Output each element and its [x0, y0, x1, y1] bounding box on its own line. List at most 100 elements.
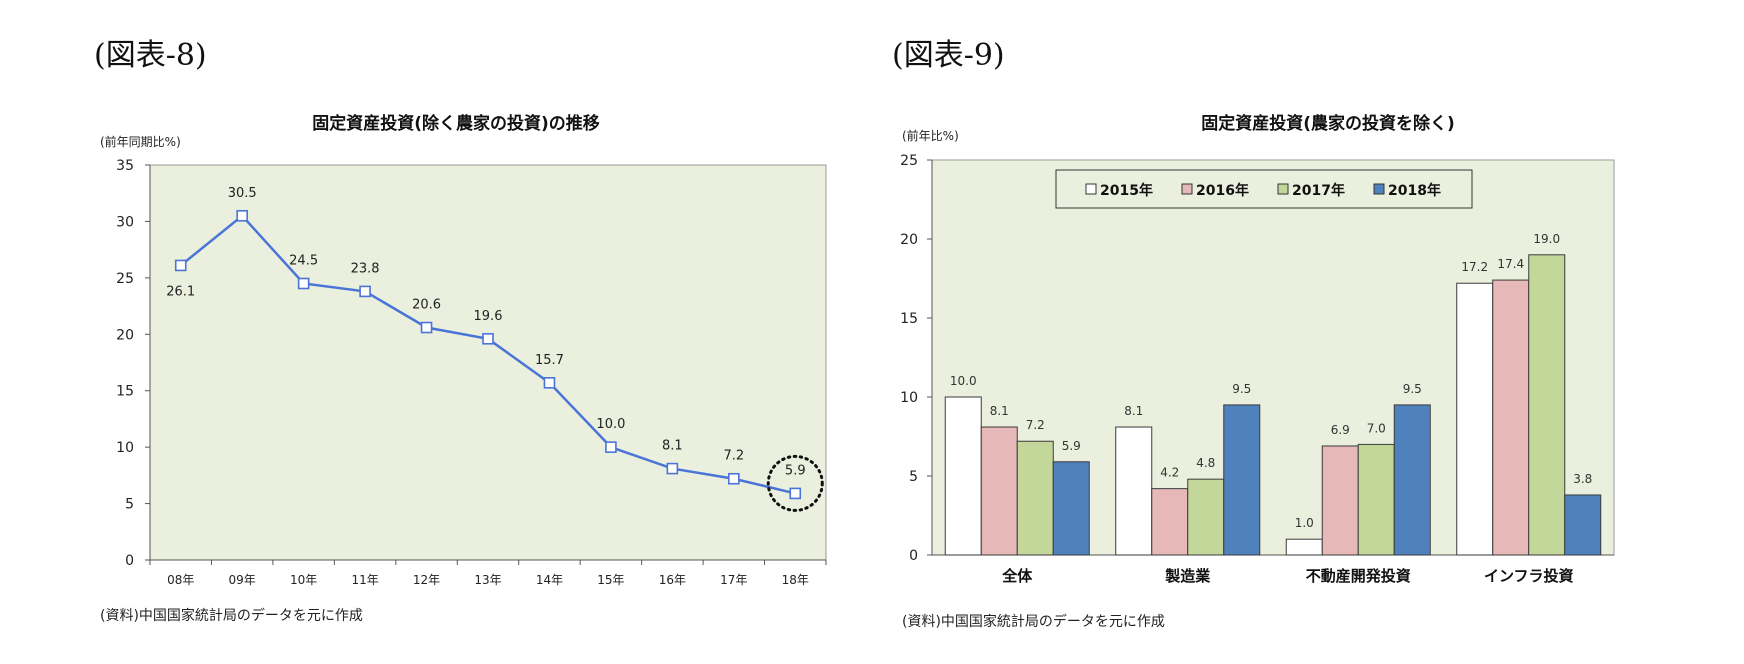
y-tick-label: 5 — [125, 497, 134, 513]
data-point — [605, 441, 617, 453]
bar — [1115, 426, 1153, 556]
data-label: 5.9 — [785, 463, 806, 478]
y-tick-label: 10 — [116, 440, 134, 456]
y-tick-label: 0 — [125, 553, 134, 569]
y-tick-label: 20 — [900, 232, 918, 248]
y-tick-label: 35 — [116, 158, 134, 174]
data-point — [420, 321, 433, 334]
line-chart-title: 固定資産投資(除く農家の投資)の推移 — [312, 114, 600, 134]
y-tick-label: 15 — [116, 384, 134, 400]
bar — [1528, 254, 1566, 556]
y-tick-label: 10 — [900, 390, 918, 406]
y-tick-label: 30 — [116, 214, 134, 230]
plot-area — [149, 164, 827, 561]
data-point — [666, 462, 679, 475]
bar — [1564, 494, 1602, 556]
bar-value-label: 1.0 — [1295, 516, 1314, 530]
bar — [1223, 404, 1261, 556]
data-point — [236, 209, 248, 222]
x-tick-label: 15年 — [597, 573, 624, 587]
data-point — [297, 277, 310, 290]
bar-value-label: 4.2 — [1160, 466, 1179, 480]
x-category-label: インフラ投資 — [1484, 567, 1574, 585]
bar — [1357, 443, 1395, 556]
bar-value-label: 7.0 — [1367, 421, 1386, 435]
bar-chart-unit-label: (前年比%) — [902, 129, 959, 143]
x-category-label: 全体 — [1001, 567, 1033, 585]
bar — [1285, 538, 1323, 556]
data-point — [728, 472, 740, 485]
bar-value-label: 17.2 — [1461, 260, 1488, 274]
bar-value-label: 7.2 — [1026, 418, 1045, 432]
bar — [944, 396, 982, 556]
legend-swatch — [1277, 183, 1289, 195]
y-tick-label: 15 — [900, 311, 918, 327]
data-label: 30.5 — [228, 186, 257, 201]
figure-8-label: (図表-8) — [94, 38, 207, 73]
bar — [1151, 488, 1189, 556]
bar-value-label: 8.1 — [1124, 404, 1143, 418]
legend-label: 2017年 — [1292, 182, 1345, 199]
data-label: 15.7 — [535, 353, 564, 368]
y-tick-label: 0 — [909, 548, 918, 564]
highlight-circle — [766, 454, 824, 512]
x-tick-label: 14年 — [536, 573, 563, 587]
bar-chart-title: 固定資産投資(農家の投資を除く) — [1201, 114, 1455, 134]
bar-value-label: 17.4 — [1497, 257, 1524, 271]
y-tick-label: 5 — [909, 469, 918, 485]
legend-swatch — [1085, 183, 1097, 195]
y-tick-label: 25 — [900, 153, 918, 169]
bar — [1492, 279, 1530, 556]
bar-value-label: 5.9 — [1062, 439, 1081, 453]
data-label: 7.2 — [723, 449, 744, 464]
bar — [980, 426, 1018, 556]
y-tick-label: 20 — [116, 327, 134, 343]
data-point — [359, 285, 371, 298]
line-chart-source: (資料)中国国家統計局のデータを元に作成 — [100, 608, 363, 624]
data-point — [543, 377, 556, 389]
bar — [1393, 404, 1431, 556]
data-label: 8.1 — [662, 439, 683, 454]
figure-9-label: (図表-9) — [892, 38, 1005, 73]
bar-value-label: 10.0 — [950, 374, 977, 388]
data-label: 20.6 — [412, 298, 441, 313]
bar-value-label: 4.8 — [1196, 456, 1215, 470]
x-tick-label: 10年 — [290, 573, 317, 587]
bar — [1456, 282, 1494, 556]
figure-8-panel: (図表-8) 固定資産投資(除く農家の投資)の推移 (前年同期比%) 0 5 10 1… — [94, 38, 827, 624]
bar-value-label: 8.1 — [990, 404, 1009, 418]
x-tick-label: 12年 — [413, 573, 440, 587]
legend-label: 2016年 — [1196, 182, 1249, 199]
data-point — [174, 259, 187, 272]
legend-box — [1055, 169, 1473, 209]
data-label: 10.0 — [596, 417, 625, 432]
legend-label: 2018年 — [1388, 182, 1441, 199]
bar-value-label: 3.8 — [1573, 472, 1592, 486]
x-category-label: 製造業 — [1164, 567, 1211, 585]
legend-label: 2015年 — [1100, 182, 1153, 199]
bar — [1321, 445, 1359, 556]
line-chart-unit-label: (前年同期比%) — [100, 135, 181, 149]
x-tick-label: 11年 — [351, 573, 378, 587]
x-tick-label: 18年 — [782, 573, 809, 587]
x-tick-label: 16年 — [659, 573, 686, 587]
bar-value-label: 19.0 — [1533, 232, 1560, 246]
data-label: 19.6 — [474, 309, 503, 324]
x-tick-label: 13年 — [474, 573, 501, 587]
bar-value-label: 9.5 — [1403, 382, 1422, 396]
x-tick-label: 17年 — [720, 573, 747, 587]
x-tick-label: 08年 — [167, 573, 194, 587]
line-chart: 0 5 10 15 20 25 30 35 08年 09年 10年 11年 12年 13年 14年 15年 16… — [116, 158, 827, 587]
data-label: 26.1 — [166, 284, 195, 299]
bar-value-label: 6.9 — [1331, 423, 1350, 437]
bar — [1052, 461, 1090, 556]
figure-9-panel: (図表-9) 固定資産投資(農家の投資を除く) (前年比%) 0 5 10 15 20 2… — [872, 0, 1744, 664]
x-category-label: 不動産開発投資 — [1306, 567, 1411, 585]
x-tick-label: 09年 — [229, 573, 256, 587]
data-point — [789, 487, 802, 500]
bar-chart: 0 5 10 15 20 25 10.0 8.1 7.2 5.9 全体 8.1 4.2 4.8 9.5 製造業… — [900, 153, 1615, 585]
data-point — [482, 332, 494, 345]
bar-value-label: 9.5 — [1232, 382, 1251, 396]
y-tick-label: 25 — [116, 271, 134, 287]
data-label: 24.5 — [289, 254, 318, 269]
